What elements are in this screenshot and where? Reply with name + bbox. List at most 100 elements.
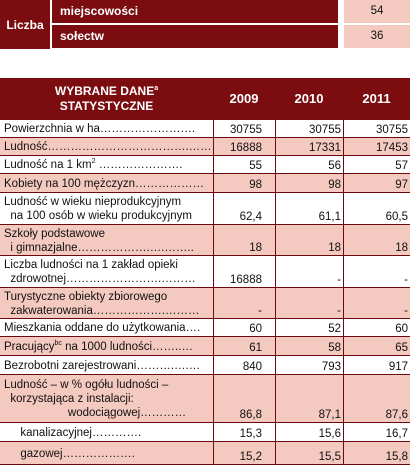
summary-row-solectw: sołectw 36 — [52, 25, 410, 48]
column-divider — [343, 319, 344, 336]
column-divider — [213, 138, 214, 155]
value-2010: 15,6 — [318, 428, 341, 440]
column-divider — [275, 288, 276, 318]
row-label: gazowej………………. — [0, 447, 213, 461]
column-divider — [213, 193, 214, 224]
column-divider — [343, 442, 344, 464]
column-divider — [213, 356, 214, 374]
data-table: Powierzchnia w ha……………………. 30755 30755 3075… — [0, 120, 410, 465]
column-divider — [275, 174, 276, 192]
value-2010: - — [337, 305, 341, 317]
table-row: Pracującybc na 1000 ludności……..… 61 58 65 — [0, 337, 410, 356]
row-label-line: Liczba ludności na 1 zakład opieki — [4, 259, 178, 271]
column-divider — [343, 375, 344, 422]
value-2009: 15,3 — [239, 428, 262, 440]
value-2011: 60 — [395, 323, 408, 335]
table-row: Ludność……………………………….…… 16888 17331 17453 — [0, 138, 410, 156]
value-2011: 917 — [388, 361, 408, 373]
row-label: Bezrobotni zarejestrowani……….….… — [0, 359, 213, 373]
column-divider — [343, 193, 344, 224]
table-row: gazowej………………. 15,2 15,5 15,8 — [0, 442, 410, 465]
column-divider — [343, 337, 344, 355]
year-2010-header: 2010 — [294, 91, 324, 106]
table-header-title: WYBRANE DANEa STATYSTYCZNE — [0, 78, 213, 120]
row-label-line: na 100 osób w wieku produkcyjnym — [4, 210, 192, 222]
row-label: Liczba ludności na 1 zakład opieki zdrow… — [0, 258, 213, 286]
summary-row-miejscowosci: miejscowości 54 — [52, 0, 410, 23]
table-row: Kobiety na 100 mężczyzn……………… 98 98 97 — [0, 174, 410, 193]
header-title-line2: STATYSTYCZNE — [59, 99, 154, 113]
column-divider — [275, 138, 276, 155]
year-2009-header: 2009 — [229, 91, 259, 106]
value-2009: 98 — [249, 179, 262, 191]
row-label: Szkoły podstawowe i gimnazjalne……………….….… — [0, 227, 213, 255]
row-label: Powierzchnia w ha……………………. — [0, 122, 213, 136]
column-divider — [213, 288, 214, 318]
row-label-line: i gimnazjalne……………….….…….. — [4, 242, 194, 254]
row-label-line: Szkoły podstawowe — [4, 228, 105, 240]
value-2011: 16,7 — [385, 428, 408, 440]
column-divider — [275, 337, 276, 355]
value-2010: - — [337, 274, 341, 286]
column-divider — [275, 225, 276, 255]
header-title-footnote: a — [154, 85, 159, 92]
column-divider — [213, 156, 214, 173]
table-row: Turystyczne obiekty zbiorowego zakwatero… — [0, 288, 410, 319]
row-label-line: Ludność na 1 km — [4, 159, 92, 171]
value-2010: 61,1 — [318, 211, 341, 223]
value-2011: 97 — [395, 179, 408, 191]
value-2011: - — [404, 305, 408, 317]
value-2011: 15,8 — [385, 451, 408, 463]
table-row: Bezrobotni zarejestrowani……….….… 840 793 91… — [0, 356, 410, 375]
column-divider — [213, 442, 214, 464]
value-2010: 17331 — [309, 142, 341, 154]
row-label-line: wodociągowej………… — [4, 407, 187, 419]
value-2011: 30755 — [376, 124, 408, 136]
column-divider — [343, 120, 344, 137]
summary-row-value: 54 — [344, 0, 410, 23]
value-2011: 57 — [395, 160, 408, 172]
column-divider — [343, 288, 344, 318]
value-2009: 840 — [242, 361, 262, 373]
column-divider — [275, 120, 276, 137]
value-2010: 98 — [328, 179, 341, 191]
value-2010: 793 — [321, 361, 341, 373]
row-label-footnote: 2 — [91, 158, 96, 166]
summary-row-label: sołectw — [52, 25, 338, 48]
table-row: Powierzchnia w ha……………………. 30755 30755 3075… — [0, 120, 410, 138]
value-2009: 61 — [249, 342, 262, 354]
row-label-tail: na 1000 ludności……..… — [61, 341, 193, 353]
value-2009: 60 — [249, 323, 262, 335]
value-2009: 16888 — [230, 274, 262, 286]
row-label-line: Ludność – w % ogółu ludności – — [4, 379, 169, 391]
column-divider — [343, 356, 344, 374]
row-label: Ludność……………………………….…… — [0, 140, 213, 154]
value-2010: 87,1 — [318, 409, 341, 421]
row-label-line: Mieszkania oddane do użytkowania…. — [4, 322, 201, 334]
row-label: Ludność na 1 km2 …………………. — [0, 158, 213, 172]
row-label-footnote: bc — [54, 340, 62, 348]
table-row: Ludność – w % ogółu ludności – korzystaj… — [0, 375, 410, 423]
column-divider — [213, 423, 214, 441]
column-divider — [275, 256, 276, 287]
column-divider — [343, 225, 344, 255]
value-2010: 30755 — [309, 124, 341, 136]
row-label: kanalizacyjnej…………. — [0, 426, 213, 440]
value-2009: 62,4 — [239, 211, 262, 223]
value-2009: 15,2 — [239, 451, 262, 463]
row-label: Turystyczne obiekty zbiorowego zakwatero… — [0, 290, 213, 318]
value-2009: 55 — [249, 160, 262, 172]
column-divider — [275, 356, 276, 374]
table-row: Szkoły podstawowe i gimnazjalne……………….….… — [0, 225, 410, 256]
column-divider — [275, 442, 276, 464]
value-2011: - — [404, 274, 408, 286]
row-label-line: Kobiety na 100 mężczyzn……………… — [4, 178, 205, 190]
column-divider — [213, 120, 214, 137]
table-row: kanalizacyjnej…………. 15,3 15,6 16,7 — [0, 423, 410, 442]
value-2010: 52 — [328, 323, 341, 335]
column-divider — [275, 375, 276, 422]
value-2009: 30755 — [230, 124, 262, 136]
table-row: Mieszkania oddane do użytkowania…. 60 52 60 — [0, 319, 410, 337]
value-2011: 17453 — [376, 142, 408, 154]
row-label-line: zdrowotnej…………………….……… — [4, 273, 196, 285]
